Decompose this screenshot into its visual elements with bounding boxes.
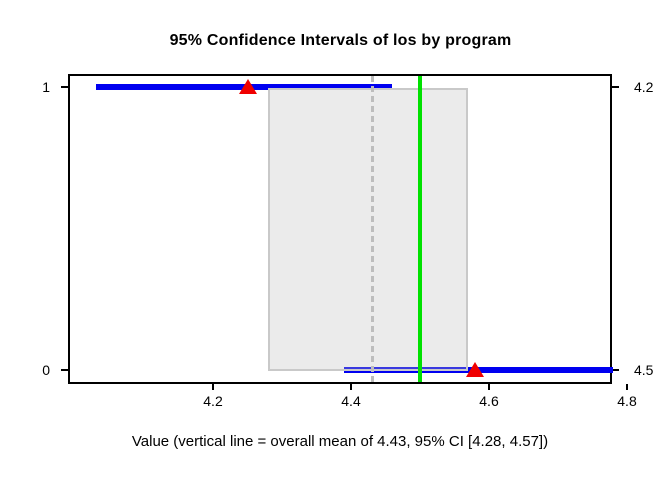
- y-tick-right: [612, 85, 619, 88]
- x-tick-label: 4.4: [341, 393, 361, 409]
- x-tick-label: 4.8: [617, 393, 637, 409]
- x-tick: [350, 384, 352, 390]
- y-tick-label-right: 4.2: [634, 78, 654, 95]
- overall-mean-dashed-line: [370, 76, 374, 382]
- y-tick-label-right: 4.5: [634, 361, 654, 378]
- x-tick: [212, 384, 214, 390]
- mean-marker-triangle-group-1: [238, 78, 257, 94]
- x-tick-label: 4.2: [203, 393, 223, 409]
- plot-area-border: [68, 74, 612, 384]
- x-axis-caption: Value (vertical line = overall mean of 4…: [131, 433, 549, 450]
- y-tick-left: [61, 368, 68, 371]
- y-tick-label-left: 0: [42, 361, 50, 378]
- x-tick: [488, 384, 490, 390]
- chart-title: 95% Confidence Intervals of los by progr…: [169, 32, 512, 49]
- x-tick: [626, 384, 628, 390]
- reference-line-green: [418, 76, 422, 382]
- y-tick-right: [612, 368, 619, 371]
- overall-ci-band: [268, 88, 469, 371]
- x-tick-label: 4.6: [479, 393, 499, 409]
- mean-marker-triangle-group-0: [466, 361, 485, 377]
- y-tick-label-left: 1: [42, 78, 50, 95]
- y-tick-left: [61, 85, 68, 88]
